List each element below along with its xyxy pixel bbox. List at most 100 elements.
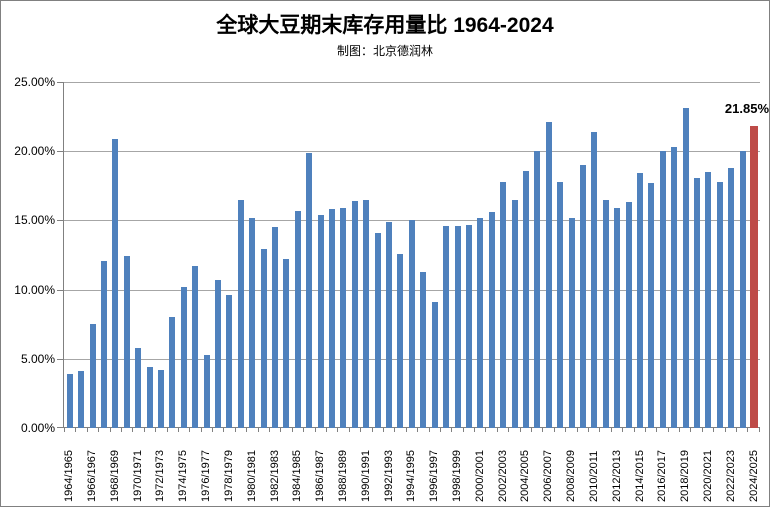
bar-slot — [110, 82, 121, 428]
x-axis-tick — [737, 428, 749, 432]
bar-slot — [475, 82, 486, 428]
bar-slot — [600, 82, 611, 428]
x-axis-tick — [669, 428, 681, 432]
x-label-slot: 1990/1991 — [360, 436, 372, 502]
x-axis-tick — [293, 428, 305, 432]
x-axis-tick — [441, 428, 453, 432]
x-label-slot — [600, 436, 611, 502]
x-label-slot: 2012/2013 — [611, 436, 623, 502]
x-axis-tick — [384, 428, 396, 432]
x-axis-label: 1982/1983 — [268, 450, 281, 502]
bar-2017/2018 — [671, 147, 678, 428]
x-axis-label: 1970/1971 — [131, 450, 144, 502]
x-axis-label: 1994/1995 — [405, 450, 418, 502]
y-axis-tick — [57, 427, 64, 428]
chart-title: 全球大豆期末库存用量比 1964-2024 — [216, 14, 554, 37]
bar-2002/2003 — [500, 181, 507, 428]
x-label-slot: 2022/2023 — [724, 436, 737, 502]
x-axis-tick — [464, 428, 476, 432]
x-axis-tick — [316, 428, 327, 432]
x-axis-label: 1992/1993 — [382, 450, 395, 502]
bar-slot — [281, 82, 292, 428]
bar-slot — [520, 82, 531, 428]
x-label-slot: 2018/2019 — [679, 436, 691, 502]
x-label-slot: 2020/2021 — [702, 436, 714, 502]
x-axis-label: 1986/1987 — [314, 450, 327, 502]
bar-1973/1974 — [169, 317, 176, 428]
bar-1984/1985 — [294, 210, 301, 428]
bar-1966/1967 — [89, 324, 96, 428]
gridline — [64, 82, 760, 83]
bar-2014/2015 — [637, 173, 644, 428]
x-axis-tick — [600, 428, 612, 432]
x-label-slot: 2014/2015 — [634, 436, 646, 502]
y-axis-tick — [57, 358, 64, 360]
bar-slot — [315, 82, 326, 428]
x-axis-label: 2022/2023 — [724, 450, 737, 502]
bar-1986/1987 — [317, 214, 324, 428]
x-label-slot: 1978/1979 — [223, 436, 235, 502]
y-axis-label: 0.00% — [20, 421, 55, 435]
x-axis-tick — [418, 428, 430, 432]
x-axis-label: 2004/2005 — [519, 450, 532, 502]
x-axis-tick — [532, 428, 544, 432]
x-axis-tick — [270, 428, 282, 432]
y-axis-label: 10.00% — [14, 282, 55, 297]
x-axis-tick — [555, 428, 567, 432]
y-axis-label: 15.00% — [14, 213, 55, 228]
bar-slot — [201, 82, 212, 428]
bar-slot — [463, 82, 474, 428]
x-label-slot — [121, 436, 132, 502]
bar-slot — [121, 82, 132, 428]
bar-1968/1969 — [112, 138, 119, 428]
bar-slot — [634, 82, 645, 428]
bar-1994/1995 — [408, 220, 415, 428]
x-axis-tick — [691, 428, 703, 432]
x-axis-label: 2006/2007 — [542, 450, 555, 502]
bar-slot — [554, 82, 565, 428]
bar-1993/1994 — [397, 253, 404, 428]
bar-1972/1973 — [157, 369, 164, 428]
x-axis-labels: 1964/1965 1966/1967 1968/1969 1970/1971 1972… — [63, 436, 760, 502]
x-axis-label: 1964/1965 — [63, 450, 76, 502]
bar-1980/1981 — [249, 217, 256, 428]
x-axis-tick — [190, 428, 202, 432]
x-label-slot: 2010/2011 — [588, 436, 600, 502]
bar-slot — [589, 82, 600, 428]
x-axis-tick — [76, 428, 88, 432]
bar-2009/2010 — [579, 165, 586, 428]
x-label-slot: 2002/2003 — [497, 436, 509, 502]
bar-2024/2025 — [750, 125, 759, 428]
bar-slot — [326, 82, 337, 428]
bar-1983/1984 — [283, 259, 290, 428]
bar-slot — [429, 82, 440, 428]
bar-slot — [691, 82, 702, 428]
x-axis-tick — [566, 428, 578, 432]
bar-slot — [189, 82, 200, 428]
x-axis-tick — [247, 428, 259, 432]
x-label-slot: 2006/2007 — [542, 436, 555, 502]
x-label-slot: 1984/1985 — [291, 436, 303, 502]
bar-slot — [235, 82, 246, 428]
bar-1999/2000 — [465, 224, 472, 428]
bar-2003/2004 — [511, 199, 518, 428]
bar-1985/1986 — [306, 152, 313, 428]
x-axis-tick — [133, 428, 145, 432]
bar-slot — [566, 82, 577, 428]
bar-1998/1999 — [454, 225, 461, 428]
x-axis-tick — [281, 428, 293, 432]
x-axis-tick — [475, 428, 487, 432]
bar-2012/2013 — [614, 207, 621, 428]
bar-slot — [167, 82, 178, 428]
bar-slot — [292, 82, 303, 428]
y-axis-tick — [57, 151, 64, 153]
bar-slot — [486, 82, 497, 428]
bar-1967/1968 — [100, 260, 107, 428]
x-axis-label: 2016/2017 — [656, 450, 669, 502]
x-axis-tick — [486, 428, 498, 432]
x-axis-tick — [259, 428, 271, 432]
x-label-slot: 1998/1999 — [451, 436, 463, 502]
x-axis-tick — [236, 428, 248, 432]
bar-2022/2023 — [728, 167, 735, 428]
bar-slot — [532, 82, 543, 428]
